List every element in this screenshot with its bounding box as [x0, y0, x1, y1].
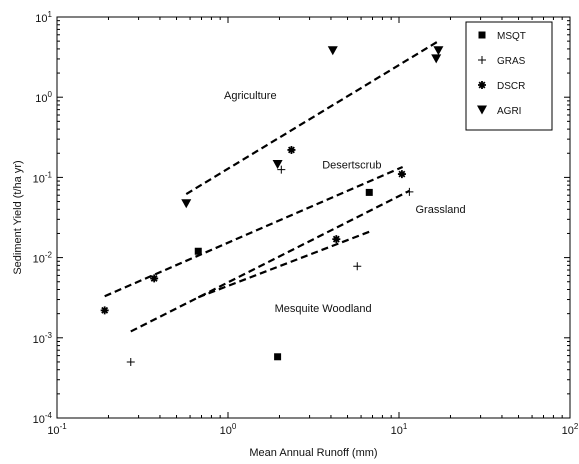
legend-marker-agri: [477, 105, 487, 115]
legend: MSQT GRAS DSCR AGRI: [465, 21, 553, 131]
label-mesquite-woodland: Mesquite Woodland: [275, 303, 372, 315]
tick-label: 100: [35, 90, 52, 105]
tick-label: 102: [562, 422, 579, 437]
point-msqt: [194, 247, 202, 255]
legend-marker-dscr: [478, 81, 486, 89]
legend-box: [465, 21, 553, 131]
point-gras: [277, 165, 286, 174]
point-dscr: [332, 235, 341, 244]
tick-label: 10-2: [33, 251, 53, 266]
tick-label: 10-1: [33, 170, 53, 185]
point-dscr: [150, 274, 159, 283]
plot-frame: [56, 16, 571, 419]
x-axis-label: Mean Annual Runoff (mm): [249, 447, 377, 459]
tick-label: 100: [220, 422, 237, 437]
legend-label-agri: AGRI: [497, 106, 521, 117]
legend-marker-msqt: [478, 31, 486, 39]
tick-label: 101: [391, 422, 408, 437]
point-gras: [405, 187, 414, 196]
legend-label-gras: GRAS: [497, 56, 526, 67]
tick-label: 101: [35, 10, 52, 25]
tick-label: 10-4: [33, 411, 53, 426]
axis-ticks: [56, 17, 570, 419]
point-agri: [327, 46, 338, 56]
tick-label: 10-3: [33, 331, 53, 346]
y-axis-label: Sediment Yield (t/ha yr): [12, 160, 24, 274]
label-grassland: Grassland: [415, 204, 465, 216]
point-agri: [272, 159, 283, 169]
point-msqt: [274, 353, 282, 361]
legend-marker-gras: [478, 56, 486, 64]
point-agri: [431, 54, 442, 64]
point-dscr: [287, 145, 296, 154]
point-msqt: [365, 188, 373, 196]
point-dscr: [100, 306, 109, 315]
point-dscr: [397, 170, 406, 179]
annotations: Agriculture Desertscrub Grassland Mesquite …: [224, 90, 466, 315]
legend-label-msqt: MSQT: [497, 31, 526, 42]
point-agri: [433, 46, 444, 56]
point-agri: [181, 199, 192, 209]
tick-label: 10-1: [47, 422, 67, 437]
fit-line-mesquite-woodland: [197, 230, 370, 299]
data-points: [100, 46, 444, 366]
fit-line-desertscrub: [104, 165, 404, 298]
point-gras: [353, 262, 362, 271]
label-desertscrub: Desertscrub: [322, 159, 381, 171]
fit-line-grassland: [130, 189, 410, 333]
fit-lines: [104, 40, 439, 333]
label-agriculture: Agriculture: [224, 90, 277, 102]
axis-tick-labels: 10-1 100 101 102 10-4 10-3 10-2 10-1 100 101: [33, 10, 579, 437]
point-gras: [126, 357, 135, 366]
fit-line-agriculture: [185, 40, 439, 195]
legend-label-dscr: DSCR: [497, 81, 525, 92]
